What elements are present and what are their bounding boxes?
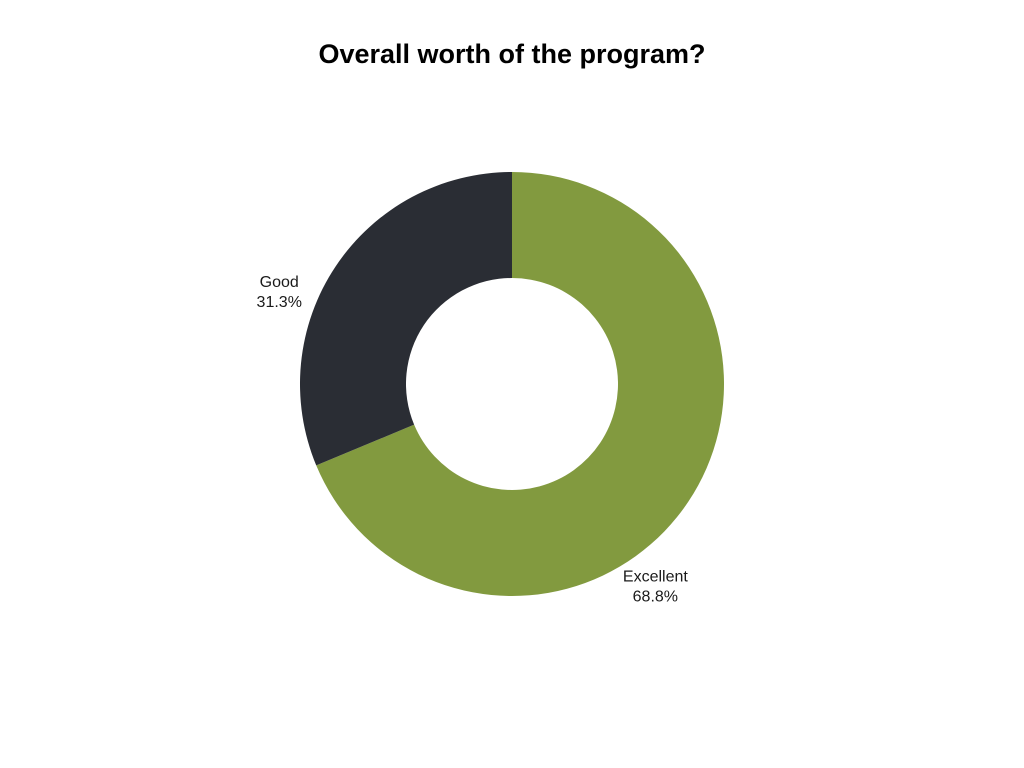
slice-value-label: 68.8% xyxy=(633,589,678,606)
slice-category-label: Excellent xyxy=(623,569,688,586)
slice-category-label: Good xyxy=(260,274,299,291)
slice-good xyxy=(300,172,512,466)
slice-excellent xyxy=(316,172,724,597)
slice-label-good: Good 31.3% xyxy=(257,274,302,311)
slice-labels: Excellent 68.8% Good 31.3% xyxy=(257,274,689,606)
slice-label-excellent: Excellent 68.8% xyxy=(623,569,688,606)
chart-title: Overall worth of the program? xyxy=(318,39,705,69)
donut-slices xyxy=(300,172,724,597)
slice-value-label: 31.3% xyxy=(257,294,302,311)
